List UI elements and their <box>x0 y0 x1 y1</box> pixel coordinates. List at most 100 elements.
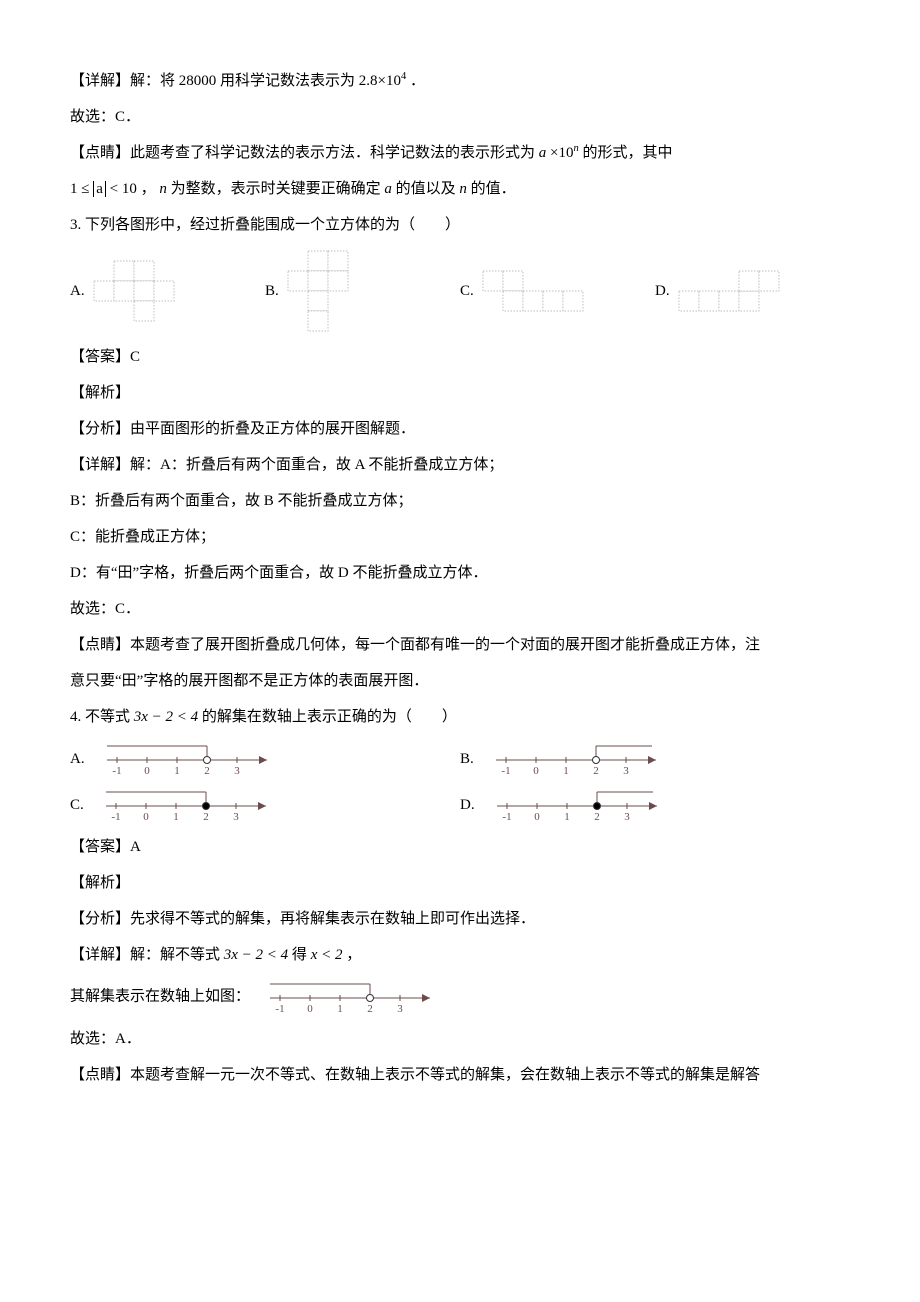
sci-val: 2.8×104 <box>359 73 410 89</box>
q3-opt-a: A. <box>70 260 265 322</box>
label-b: B. <box>460 744 474 774</box>
t: 4 <box>401 71 406 82</box>
q4-d2: 其解集表示在数轴上如图： -1 0 1 2 3 <box>70 976 850 1018</box>
q4-opt-d: D. -1 0 1 2 3 <box>460 784 850 826</box>
svg-text:0: 0 <box>533 765 539 777</box>
t: ． <box>410 73 425 89</box>
q3-options: A. B. C. D. <box>70 250 850 332</box>
q3-d1: 【详解】解：A：折叠后有两个面重合，故 A 不能折叠成立方体； <box>70 450 850 480</box>
net-d-svg <box>678 270 780 312</box>
svg-text:3: 3 <box>624 811 630 823</box>
numline-b-svg: -1 0 1 2 3 <box>488 738 658 780</box>
q3-stem: 3. 下列各图形中，经过折叠能围成一个立方体的为（ ） <box>70 210 850 240</box>
t: n <box>459 181 467 197</box>
svg-text:2: 2 <box>204 765 210 777</box>
text-detail-sci: 【详解】解：将 28000 用科学记数法表示为 2.8×104 ． <box>70 66 850 96</box>
t: < 10 <box>110 181 137 197</box>
svg-text:1: 1 <box>174 765 180 777</box>
label-c: C. <box>460 276 474 306</box>
t: 3x − 2 < 4 <box>134 709 198 725</box>
svg-text:2: 2 <box>367 1003 373 1015</box>
t: 的值以及 <box>396 181 460 197</box>
q3-dj2: 意只要“田”字格的展开图都不是正方体的表面展开图． <box>70 666 850 696</box>
q4-jiexi: 【解析】 <box>70 868 850 898</box>
q4-answer: 【答案】A <box>70 832 850 862</box>
q4-row1: A. -1 0 1 2 3 B. -1 0 1 2 3 <box>70 738 850 780</box>
t: 2.8 <box>359 73 378 89</box>
t: 3x − 2 < 4 <box>224 947 288 963</box>
q3-d3: C：能折叠成正方体； <box>70 522 850 552</box>
q4-opt-c: C. -10123 <box>70 784 460 826</box>
t: 其解集表示在数轴上如图： <box>70 988 250 1004</box>
text-answer-c: 故选：C． <box>70 102 850 132</box>
svg-text:-1: -1 <box>502 811 511 823</box>
t: x < 2 <box>311 947 343 963</box>
t: n <box>573 143 578 154</box>
label-b: B. <box>265 276 279 306</box>
q3-answer: 【答案】C <box>70 342 850 372</box>
q4-opt-b: B. -1 0 1 2 3 <box>460 738 850 780</box>
svg-text:-1: -1 <box>275 1003 284 1015</box>
q3-opt-d: D. <box>655 270 850 312</box>
t: 【详解】解：将 28000 用科学记数法表示为 <box>70 73 355 89</box>
svg-text:1: 1 <box>173 811 179 823</box>
q4-opt-a: A. -1 0 1 2 3 <box>70 738 460 780</box>
svg-text:0: 0 <box>307 1003 313 1015</box>
t: 1 ≤ <box>70 181 93 197</box>
svg-text:-1: -1 <box>501 765 510 777</box>
q3-fx: 【分析】由平面图形的折叠及正方体的展开图解题． <box>70 414 850 444</box>
svg-text:-1: -1 <box>111 811 120 823</box>
svg-text:0: 0 <box>534 811 540 823</box>
t: ×10 <box>550 145 573 161</box>
label-a: A. <box>70 744 85 774</box>
abs-a: a <box>93 181 106 197</box>
t: 【点睛】此题考查了科学记数法的表示方法．科学记数法的表示形式为 <box>70 145 535 161</box>
svg-text:3: 3 <box>233 811 239 823</box>
t: ， <box>346 947 361 963</box>
t: ， <box>141 181 156 197</box>
t: 【详解】解：解不等式 <box>70 947 220 963</box>
net-a-svg <box>93 260 175 322</box>
text-point1: 【点睛】此题考查了科学记数法的表示方法．科学记数法的表示形式为 a ×10n 的… <box>70 138 850 168</box>
q4-row2: C. -1 0 1 2 3 D. -1 0 1 2 3 <box>70 784 850 826</box>
numline-c-svg: -10123 <box>98 784 268 826</box>
numline-a-svg: -1 0 1 2 3 <box>99 738 269 780</box>
label-d: D. <box>460 790 475 820</box>
svg-text:-1: -1 <box>112 765 121 777</box>
q4-d3: 故选：A． <box>70 1024 850 1054</box>
t: ×10 <box>378 73 401 89</box>
q3-d5: 故选：C． <box>70 594 850 624</box>
t: a <box>384 181 392 197</box>
q3-dj1: 【点睛】本题考查了展开图折叠成几何体，每一个面都有唯一的一个对面的展开图才能折叠… <box>70 630 850 660</box>
text-rule: 1 ≤ a < 10 ， n 为整数，表示时关键要正确确定 a 的值以及 n 的… <box>70 174 850 204</box>
svg-text:0: 0 <box>143 811 149 823</box>
t: 的形式，其中 <box>582 145 672 161</box>
q3-opt-c: C. <box>460 270 655 312</box>
svg-text:2: 2 <box>593 765 599 777</box>
t: 4. 不等式 <box>70 709 130 725</box>
label-a: A. <box>70 276 85 306</box>
svg-text:3: 3 <box>397 1003 403 1015</box>
numline-d-svg: -1 0 1 2 3 <box>489 784 659 826</box>
svg-text:1: 1 <box>337 1003 343 1015</box>
q3-opt-b: B. <box>265 250 460 332</box>
svg-text:1: 1 <box>564 811 570 823</box>
q4-dj: 【点睛】本题考查解一元一次不等式、在数轴上表示不等式的解集，会在数轴上表示不等式… <box>70 1060 850 1090</box>
t: 的值． <box>471 181 516 197</box>
svg-text:3: 3 <box>623 765 629 777</box>
q4-d1: 【详解】解：解不等式 3x − 2 < 4 得 x < 2 ， <box>70 940 850 970</box>
t: n <box>159 181 167 197</box>
numline-solution-svg: -1 0 1 2 3 <box>262 976 432 1018</box>
svg-text:2: 2 <box>594 811 600 823</box>
svg-text:3: 3 <box>234 765 240 777</box>
svg-text:0: 0 <box>144 765 150 777</box>
label-c: C. <box>70 790 84 820</box>
svg-text:1: 1 <box>563 765 569 777</box>
q3-d2: B：折叠后有两个面重合，故 B 不能折叠成立方体； <box>70 486 850 516</box>
t: 为整数，表示时关键要正确确定 <box>171 181 385 197</box>
net-b-svg <box>287 250 349 332</box>
t: 得 <box>292 947 307 963</box>
q4-stem: 4. 不等式 3x − 2 < 4 的解集在数轴上表示正确的为（ ） <box>70 702 850 732</box>
t: a <box>539 145 547 161</box>
q4-fx: 【分析】先求得不等式的解集，再将解集表示在数轴上即可作出选择． <box>70 904 850 934</box>
